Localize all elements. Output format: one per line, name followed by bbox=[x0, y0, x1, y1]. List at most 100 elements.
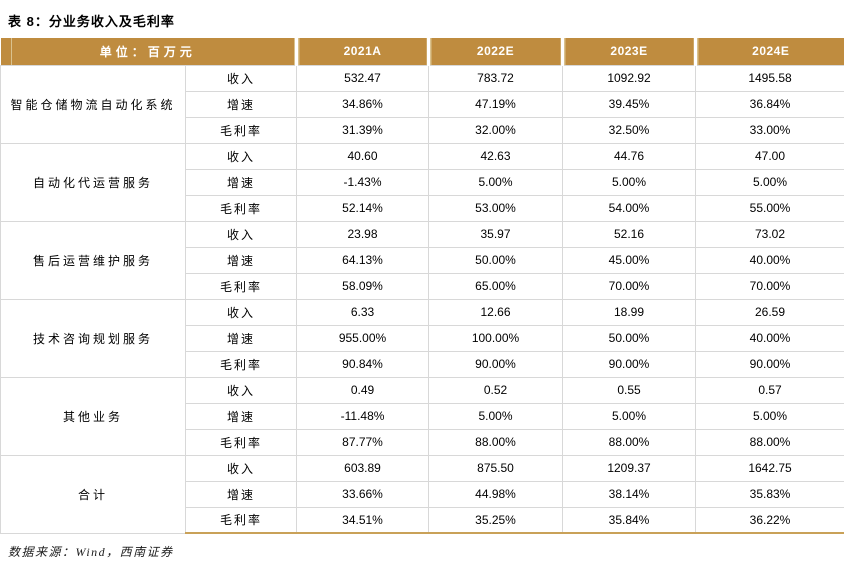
metric-label-cell: 收入 bbox=[184, 64, 298, 92]
metric-label-cell: 增速 bbox=[184, 324, 298, 352]
table-row: 增速 -1.43% 5.00% 5.00% 5.00% bbox=[1, 168, 844, 196]
value-cell: 0.52 bbox=[428, 376, 564, 404]
year-column-header-2022e: 2022E bbox=[427, 38, 563, 65]
value-cell: 54.00% bbox=[562, 194, 697, 222]
value-cell: 1495.58 bbox=[695, 64, 844, 92]
table-row: 毛利率 90.84% 90.00% 90.00% 90.00% bbox=[1, 350, 844, 378]
value-cell: 50.00% bbox=[428, 246, 564, 274]
value-cell: 1209.37 bbox=[562, 454, 697, 482]
metric-label-cell: 收入 bbox=[184, 454, 298, 482]
year-column-header-2024e: 2024E bbox=[694, 38, 844, 65]
value-cell: 90.84% bbox=[296, 350, 430, 378]
value-cell: 38.14% bbox=[562, 480, 697, 508]
metric-label-cell: 增速 bbox=[184, 168, 298, 196]
metric-label-cell: 毛利率 bbox=[184, 272, 298, 300]
value-cell: 31.39% bbox=[296, 116, 430, 144]
table-row: 增速 955.00% 100.00% 50.00% 40.00% bbox=[1, 324, 844, 352]
value-cell: 1642.75 bbox=[695, 454, 844, 482]
metric-label-cell: 增速 bbox=[184, 480, 298, 508]
metric-label-cell: 增速 bbox=[184, 90, 298, 118]
value-cell: 1092.92 bbox=[562, 64, 697, 92]
value-cell: 603.89 bbox=[296, 454, 430, 482]
value-cell: 44.98% bbox=[428, 480, 564, 508]
value-cell: 0.49 bbox=[296, 376, 430, 404]
value-cell: 33.00% bbox=[695, 116, 844, 144]
segment-name-cell: 其他业务 bbox=[0, 376, 186, 456]
value-cell: 36.84% bbox=[695, 90, 844, 118]
value-cell: 32.00% bbox=[428, 116, 564, 144]
value-cell: 64.13% bbox=[296, 246, 430, 274]
value-cell: -1.43% bbox=[296, 168, 430, 196]
value-cell: 39.45% bbox=[562, 90, 697, 118]
value-cell: 100.00% bbox=[428, 324, 564, 352]
value-cell: 53.00% bbox=[428, 194, 564, 222]
segment-name-cell: 合计 bbox=[0, 454, 186, 534]
value-cell: 35.25% bbox=[428, 506, 564, 534]
value-cell: 33.66% bbox=[296, 480, 430, 508]
metric-label-cell: 收入 bbox=[184, 298, 298, 326]
table-row: 合计 收入 603.89 875.50 1209.37 1642.75 bbox=[0, 454, 844, 534]
table-row: 毛利率 87.77% 88.00% 88.00% 88.00% bbox=[1, 428, 844, 456]
value-cell: 6.33 bbox=[296, 298, 430, 326]
value-cell: 36.22% bbox=[695, 506, 844, 534]
table-row: 智能仓储物流自动化系统 收入 532.47 783.72 1092.92 1495.58 bbox=[0, 64, 844, 144]
value-cell: 45.00% bbox=[562, 246, 697, 274]
segment-name-cell: 智能仓储物流自动化系统 bbox=[0, 64, 186, 144]
value-cell: 88.00% bbox=[428, 428, 564, 456]
data-source-note: 数据来源：Wind，西南证券 bbox=[8, 545, 174, 559]
value-cell: 32.50% bbox=[562, 116, 697, 144]
table-row: 增速 34.86% 47.19% 39.45% 36.84% bbox=[1, 90, 844, 118]
metric-label-cell: 收入 bbox=[184, 376, 298, 404]
table-row: 售后运营维护服务 收入 23.98 35.97 52.16 73.02 bbox=[0, 220, 844, 300]
metric-label-cell: 增速 bbox=[184, 246, 298, 274]
table-row: 毛利率 58.09% 65.00% 70.00% 70.00% bbox=[1, 272, 844, 300]
value-cell: 44.76 bbox=[562, 142, 697, 170]
table-row: 毛利率 34.51% 35.25% 35.84% 36.22% bbox=[1, 506, 844, 534]
value-cell: 40.00% bbox=[695, 246, 844, 274]
value-cell: 955.00% bbox=[296, 324, 430, 352]
value-cell: 12.66 bbox=[428, 298, 564, 326]
value-cell: 0.57 bbox=[695, 376, 844, 404]
value-cell: 70.00% bbox=[562, 272, 697, 300]
table-row: 自动化代运营服务 收入 40.60 42.63 44.76 47.00 bbox=[0, 142, 844, 222]
segment-revenue-margin-table: 单位：百万元 2021A 2022E 2023E 2024E 智能仓储物流自动化… bbox=[0, 38, 844, 534]
metric-label-cell: 毛利率 bbox=[184, 506, 298, 534]
value-cell: 26.59 bbox=[695, 298, 844, 326]
value-cell: 0.55 bbox=[562, 376, 697, 404]
value-cell: 34.86% bbox=[296, 90, 430, 118]
value-cell: 875.50 bbox=[428, 454, 564, 482]
unit-header-cell: 单位：百万元 bbox=[0, 38, 297, 65]
value-cell: 5.00% bbox=[562, 402, 697, 430]
value-cell: 90.00% bbox=[428, 350, 564, 378]
value-cell: 88.00% bbox=[562, 428, 697, 456]
metric-label-cell: 增速 bbox=[184, 402, 298, 430]
value-cell: 90.00% bbox=[695, 350, 844, 378]
metric-label-cell: 收入 bbox=[184, 220, 298, 248]
value-cell: 40.00% bbox=[695, 324, 844, 352]
value-cell: 34.51% bbox=[296, 506, 430, 534]
table-row: 技术咨询规划服务 收入 6.33 12.66 18.99 26.59 bbox=[0, 298, 844, 378]
metric-label-cell: 收入 bbox=[184, 142, 298, 170]
segment-name-cell: 技术咨询规划服务 bbox=[0, 298, 186, 378]
table-row: 毛利率 31.39% 32.00% 32.50% 33.00% bbox=[1, 116, 844, 144]
table-row: 毛利率 52.14% 53.00% 54.00% 55.00% bbox=[1, 194, 844, 222]
segment-name-cell: 售后运营维护服务 bbox=[0, 220, 186, 300]
value-cell: 35.83% bbox=[695, 480, 844, 508]
value-cell: 88.00% bbox=[695, 428, 844, 456]
table-header-row: 单位：百万元 2021A 2022E 2023E 2024E bbox=[0, 38, 844, 65]
value-cell: 87.77% bbox=[296, 428, 430, 456]
value-cell: 52.14% bbox=[296, 194, 430, 222]
value-cell: 47.19% bbox=[428, 90, 564, 118]
value-cell: 47.00 bbox=[695, 142, 844, 170]
value-cell: 52.16 bbox=[562, 220, 697, 248]
table-row: 增速 64.13% 50.00% 45.00% 40.00% bbox=[1, 246, 844, 274]
value-cell: 532.47 bbox=[296, 64, 430, 92]
metric-label-cell: 毛利率 bbox=[184, 116, 298, 144]
value-cell: 65.00% bbox=[428, 272, 564, 300]
value-cell: 35.84% bbox=[562, 506, 697, 534]
value-cell: 40.60 bbox=[296, 142, 430, 170]
value-cell: 70.00% bbox=[695, 272, 844, 300]
value-cell: -11.48% bbox=[296, 402, 430, 430]
metric-label-cell: 毛利率 bbox=[184, 194, 298, 222]
